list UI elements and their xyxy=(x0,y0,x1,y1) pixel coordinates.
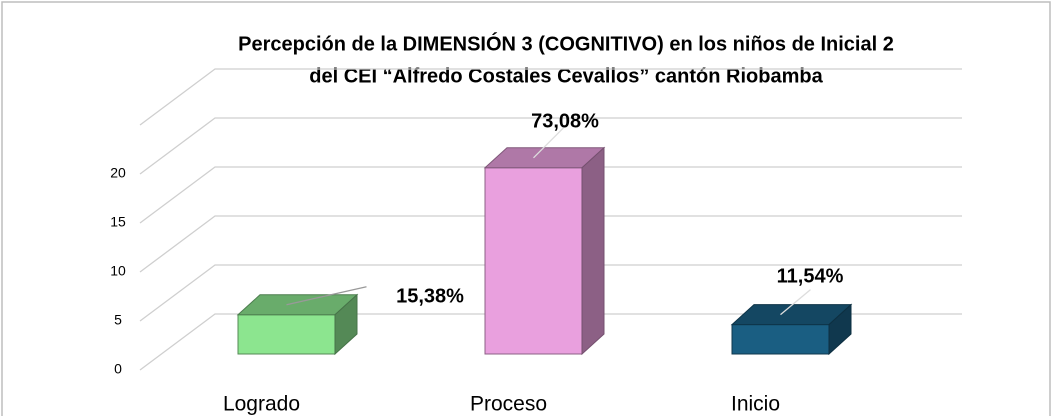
bar-front xyxy=(484,167,583,355)
grid-line xyxy=(139,215,962,273)
y-tick-label: 5 xyxy=(114,312,122,328)
chart-title: Percepción de la DIMENSIÓN 3 (COGNITIVO)… xyxy=(238,31,894,55)
chart-title: del CEI “Alfredo Costales Cevallos” cant… xyxy=(309,65,823,87)
bar-side xyxy=(334,293,358,356)
grid-line xyxy=(139,313,962,371)
leader-line xyxy=(286,286,367,306)
grid-line xyxy=(139,117,962,175)
y-tick-label: 15 xyxy=(110,214,126,230)
data-label: 15,38% xyxy=(396,285,464,307)
x-tick-label: Inicio xyxy=(731,393,780,416)
x-tick-label: Proceso xyxy=(470,393,547,416)
x-tick-label: Logrado xyxy=(223,393,300,416)
bar-front xyxy=(731,324,830,355)
bar-side xyxy=(581,146,605,356)
bar-side xyxy=(828,303,852,356)
bar xyxy=(236,293,359,356)
grid-line xyxy=(139,166,962,224)
leader-line xyxy=(533,127,564,159)
grid-line xyxy=(139,264,962,322)
y-tick-label: 0 xyxy=(114,361,122,377)
data-label: 11,54% xyxy=(777,265,844,287)
y-tick-label: 10 xyxy=(110,263,126,279)
leader-line xyxy=(780,289,811,316)
bar xyxy=(730,303,853,356)
data-label: 73,08% xyxy=(531,110,599,132)
y-tick-label: 20 xyxy=(110,165,126,181)
bar-front xyxy=(237,314,336,355)
bar xyxy=(483,146,606,356)
plot-frame xyxy=(139,68,962,126)
